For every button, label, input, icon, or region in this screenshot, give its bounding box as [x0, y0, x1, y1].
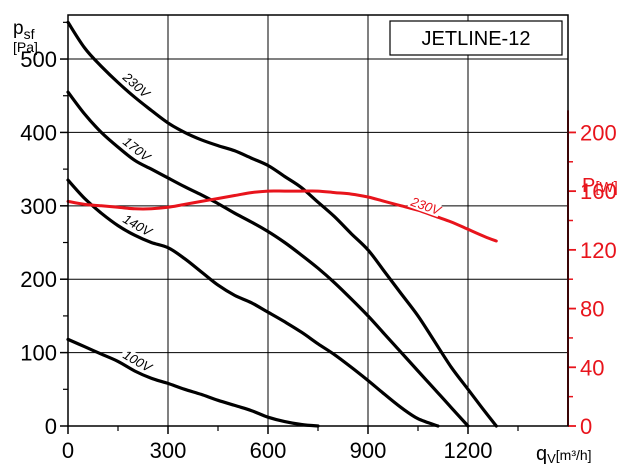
- y-left-tick-label: 100: [20, 341, 57, 366]
- y-left-axis-unit: [Pa]: [13, 39, 38, 55]
- x-axis-label: qV[m³/h]: [536, 443, 592, 466]
- y-left-tick-label: 300: [20, 194, 57, 219]
- model-box: JETLINE-12: [389, 20, 563, 56]
- y-right-tick-label: 160: [580, 179, 617, 204]
- pressure-curve-170v: [66, 90, 470, 428]
- y-right-tick-label: 0: [580, 414, 592, 439]
- y-right-tick-label: 80: [580, 297, 604, 322]
- y-right-axis-label: P[W]: [582, 175, 618, 197]
- x-tick-label: 900: [350, 438, 387, 463]
- y-left-tick-label: 500: [20, 47, 57, 72]
- plot-frame: [67, 14, 569, 427]
- y-right-tick-label: 200: [580, 120, 617, 145]
- model-label: JETLINE-12: [422, 28, 531, 50]
- curve-label-bg: [119, 68, 152, 100]
- curve-label-bg: [119, 346, 154, 375]
- x-tick-label: 600: [250, 438, 287, 463]
- curve-label-bg: [119, 211, 154, 239]
- pressure-curve-230v: [66, 20, 498, 428]
- power-label-bg: [407, 194, 442, 218]
- power-label-230v: 230V: [408, 194, 444, 219]
- y-left-tick-label: 400: [20, 120, 57, 145]
- ticks: 0 100 200 300 400 500 0 300 600 900 1200 0 40 80 120 16…: [20, 21, 617, 463]
- y-right-tick-label: 40: [580, 355, 604, 380]
- grid-lines: [68, 15, 568, 426]
- y-right-tick-label: 120: [580, 238, 617, 263]
- y-left-tick-label: 200: [20, 267, 57, 292]
- y-left-tick-label: 0: [45, 414, 57, 439]
- x-tick-label: 0: [62, 438, 74, 463]
- pressure-curve-140v: [66, 178, 440, 428]
- x-tick-label: 1200: [444, 438, 493, 463]
- pressure-curve-100v: [66, 337, 320, 428]
- x-tick-label: 300: [150, 438, 187, 463]
- curve-label-bg: [119, 133, 153, 164]
- y-left-axis-label: psf: [13, 18, 35, 42]
